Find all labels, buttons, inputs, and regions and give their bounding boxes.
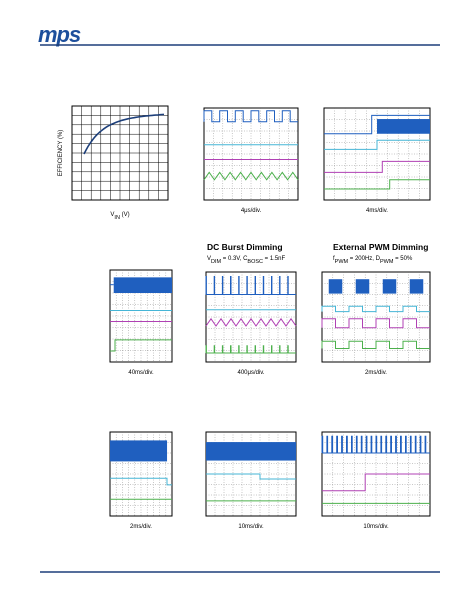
rich-text: VDIM = 0.3V, CBOSC = 1.5nF	[207, 256, 286, 265]
subscript: DIM	[211, 259, 222, 265]
scope-caption: 2ms/div.	[365, 370, 387, 376]
rich-text: VIN (V)	[110, 212, 129, 221]
text-run: (V)	[120, 212, 130, 218]
waveform	[203, 171, 299, 181]
scope-caption: 40ms/div.	[128, 370, 154, 376]
waveform-band	[328, 279, 343, 294]
waveform-band	[206, 442, 296, 461]
text-run: = 200Hz, D	[348, 256, 381, 262]
logo: mps	[38, 22, 81, 47]
subscript: IN	[114, 215, 120, 221]
waveform	[205, 345, 296, 354]
waveform-band	[113, 277, 172, 293]
waveform	[206, 473, 296, 480]
text-run: V	[110, 212, 114, 218]
waveform	[203, 110, 298, 123]
y-axis-label: EFFICIENCY (%)	[58, 130, 64, 177]
waveform	[205, 276, 296, 295]
rich-text: fPWM = 200Hz, DPWM = 50%	[333, 256, 413, 265]
waveform	[324, 160, 430, 173]
text-run: = 50%	[393, 256, 413, 262]
waveform	[324, 179, 430, 190]
scope-caption: 4μs/div.	[241, 208, 262, 214]
scope-caption: 2ms/div.	[130, 524, 152, 530]
waveform	[321, 435, 430, 454]
waveform	[321, 340, 430, 349]
waveform-band	[382, 279, 397, 294]
text-run: f	[333, 256, 335, 262]
waveform-band	[409, 279, 424, 294]
subscript: PWM	[380, 259, 394, 265]
scope-caption: 10ms/div.	[238, 524, 264, 530]
waveform-band	[355, 279, 370, 294]
efficiency-curve	[83, 113, 165, 155]
subscript: PWM	[335, 259, 349, 265]
waveform	[110, 477, 172, 486]
text-run: = 1.5nF	[263, 256, 286, 262]
waveform-band	[110, 440, 168, 462]
waveform	[205, 317, 297, 327]
subscript: BOSC	[247, 259, 263, 265]
scope-caption: 10ms/div.	[363, 524, 389, 530]
waveform	[322, 473, 430, 492]
waveform	[324, 139, 430, 150]
waveform-band	[377, 119, 430, 134]
waveform	[321, 318, 430, 329]
waveform	[110, 339, 172, 352]
text-run: = 0.3V, C	[221, 256, 248, 262]
scope-caption: 400μs/div.	[237, 370, 264, 376]
waveform	[321, 305, 430, 313]
section-title: DC Burst Dimming	[207, 242, 283, 252]
section-title: External PWM Dimming	[333, 242, 428, 252]
scope-caption: 4ms/div.	[366, 208, 388, 214]
text-run: V	[207, 256, 211, 262]
waveform	[324, 114, 430, 135]
